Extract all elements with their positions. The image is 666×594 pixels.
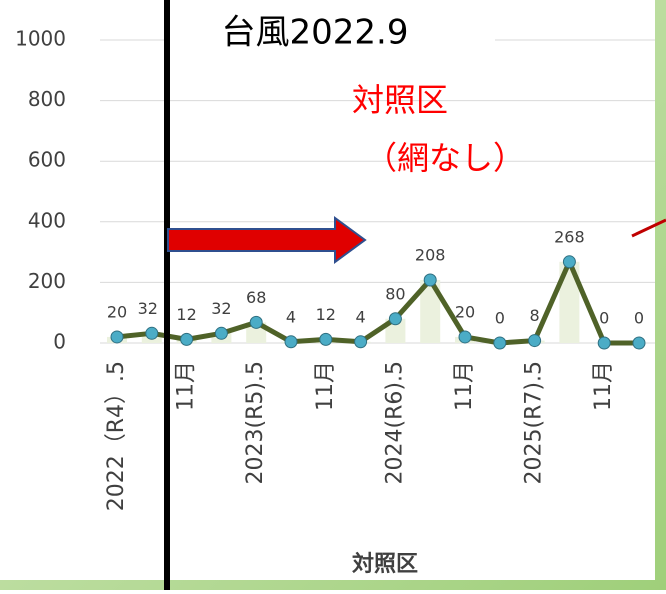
x-tick-label: 2022（R4）.5 <box>104 361 129 511</box>
data-label: 0 <box>495 309 505 328</box>
line <box>116 259 639 346</box>
plot-background <box>0 0 655 580</box>
marker <box>110 330 124 344</box>
x-tick-label: 11月 <box>591 361 616 411</box>
data-label: 12 <box>176 305 196 324</box>
marker <box>319 332 333 346</box>
annotation: 対照区 <box>352 81 448 119</box>
data-label: 32 <box>211 299 231 318</box>
x-tick-label: 2023(R5).5 <box>243 361 268 484</box>
marker <box>493 336 507 350</box>
annotation: （網なし） <box>365 139 525 177</box>
data-label: 20 <box>455 302 475 321</box>
data-label: 32 <box>138 299 158 318</box>
y-tick-label: 200 <box>28 269 66 293</box>
data-label: 4 <box>356 307 366 326</box>
marker <box>597 336 611 350</box>
marker <box>249 315 263 329</box>
y-tick-label: 600 <box>28 148 66 172</box>
data-label: 208 <box>415 245 446 264</box>
x-tick-label: 2024(R6).5 <box>382 361 407 484</box>
marker <box>354 335 368 349</box>
data-label: 12 <box>316 305 336 324</box>
y-tick-label: 400 <box>28 208 66 232</box>
data-label: 268 <box>554 227 585 246</box>
bar <box>420 279 441 343</box>
data-label: 68 <box>246 288 266 307</box>
data-label: 0 <box>599 309 609 328</box>
data-label: 20 <box>107 302 127 321</box>
marker <box>423 273 437 287</box>
x-tick-label: 11月 <box>313 361 338 411</box>
marker <box>632 336 646 350</box>
x-tick-label: 2025(R7).5 <box>522 361 547 484</box>
data-label: 4 <box>286 307 296 326</box>
y-tick-label: 1000 <box>15 27 66 51</box>
marker <box>388 312 402 326</box>
pointer-line <box>631 218 666 238</box>
x-tick-label: 11月 <box>174 361 199 411</box>
marker <box>562 255 576 269</box>
data-label: 0 <box>634 309 644 328</box>
marker <box>214 326 228 340</box>
y-tick-label: 800 <box>28 87 66 111</box>
annotation: 台風2022.9 <box>222 13 409 53</box>
annotation-box <box>170 0 495 66</box>
bar <box>559 261 580 343</box>
data-label: 80 <box>385 284 405 303</box>
y-tick-label: 0 <box>53 330 66 354</box>
marker <box>528 334 542 348</box>
marker <box>180 332 194 346</box>
marker <box>458 330 472 344</box>
data-label: 8 <box>530 306 540 325</box>
arrow <box>167 216 367 264</box>
x-axis-title: 対照区 <box>352 552 418 577</box>
x-tick-label: 11月 <box>452 361 477 411</box>
marker <box>145 326 159 340</box>
marker <box>284 335 298 349</box>
